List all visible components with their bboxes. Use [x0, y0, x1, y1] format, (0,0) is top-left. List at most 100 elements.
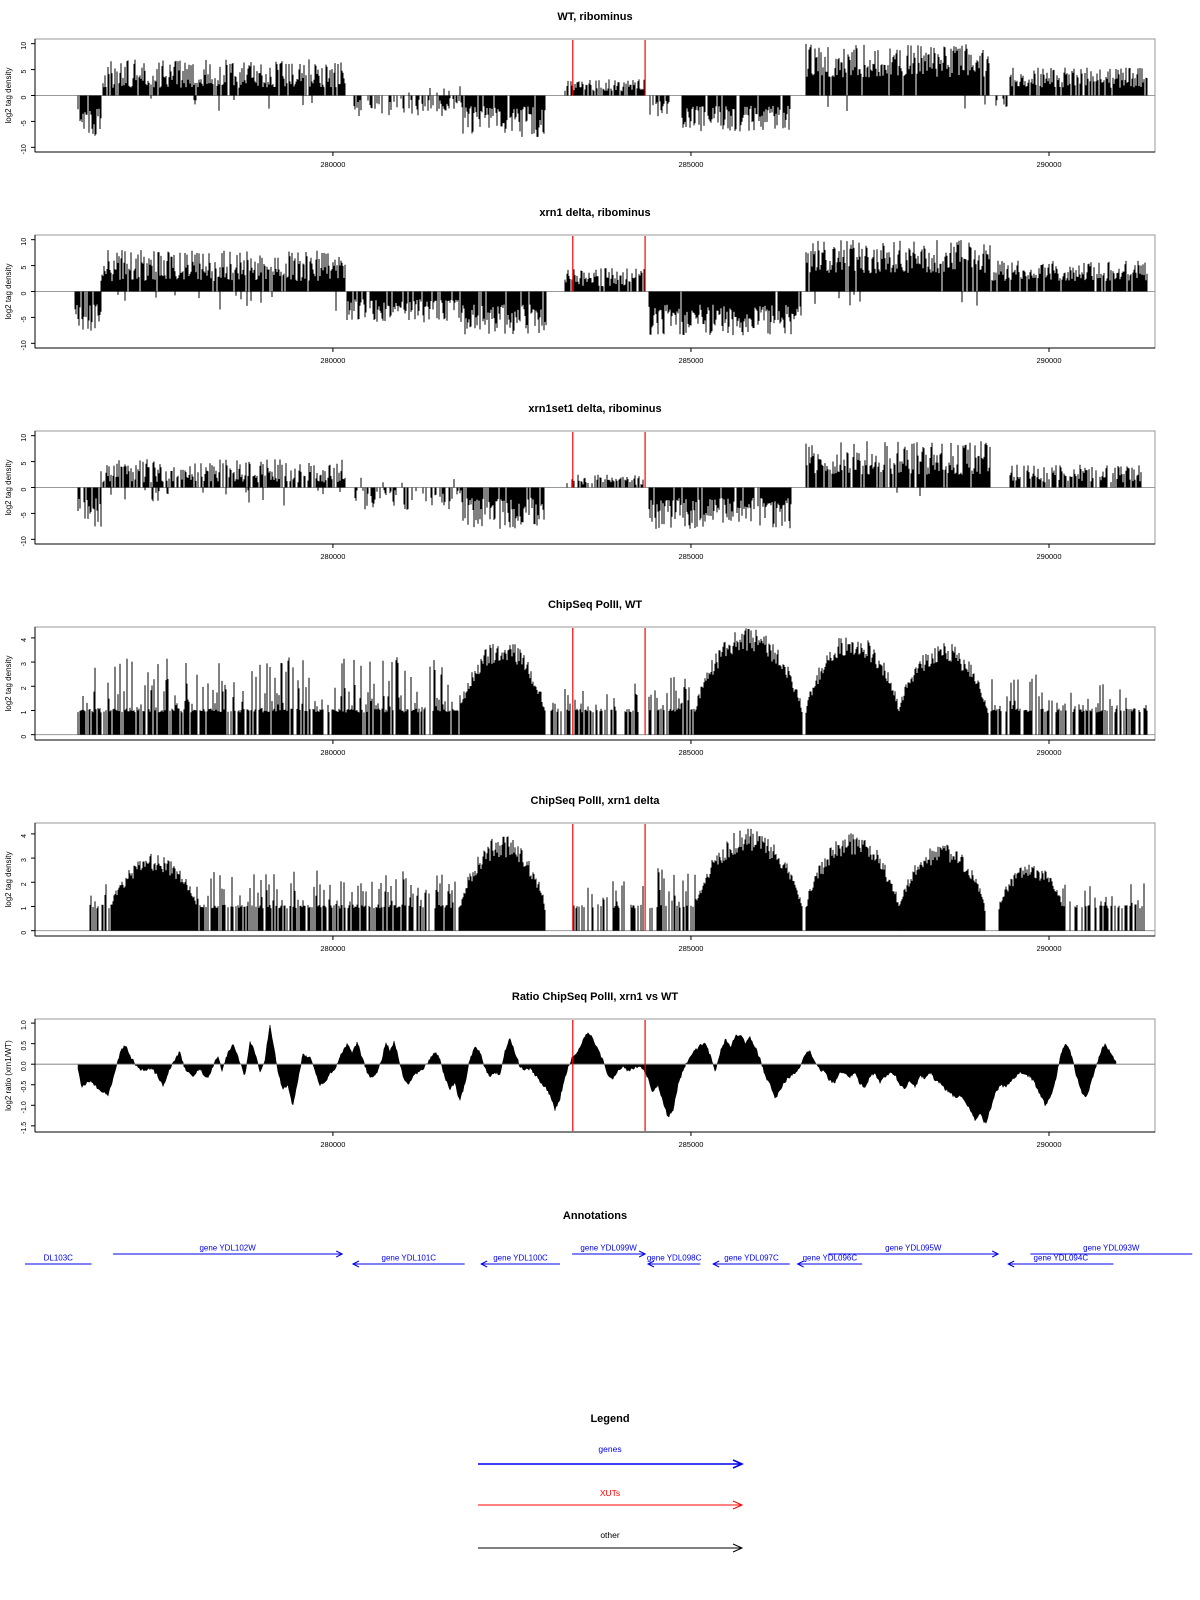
coverage-bars-region-1 — [100, 459, 346, 488]
x-tick-label: 285000 — [678, 944, 703, 953]
gene-label: gene YDL094C — [1034, 1254, 1089, 1263]
coverage-bars-region-3 — [459, 836, 546, 931]
y-tick-label: 0.0 — [21, 1061, 28, 1071]
arrowhead-right-icon — [732, 1543, 744, 1553]
coverage-bars-region-10 — [1009, 464, 1142, 488]
gene-label: gene YDL102W — [199, 1244, 256, 1253]
y-axis-title: log2 ratio (xrn1/WT) — [4, 1040, 13, 1111]
arrowhead-right-icon — [732, 1500, 744, 1510]
gene-annotation-gene-ydl095w: gene YDL095W — [828, 1244, 1000, 1258]
x-tick-label: 285000 — [678, 356, 703, 365]
gene-annotation-gene-ydl097c: gene YDL097C — [712, 1254, 790, 1268]
y-tick-label: 3 — [21, 858, 28, 862]
y-tick-label: -5 — [21, 512, 28, 518]
y-axis-title: log2 tag density — [4, 851, 13, 907]
coverage-bars-region-7 — [805, 833, 900, 931]
y-tick-label: 10 — [21, 238, 28, 246]
arrowhead-left-icon — [1007, 1260, 1015, 1268]
y-tick-label: 4 — [21, 834, 28, 838]
gene-annotation-gene-ydl093w: gene YDL093W — [1030, 1244, 1193, 1255]
gene-label: gene YDL098C — [647, 1254, 702, 1263]
panel-title: xrn1set1 delta, ribominus — [528, 403, 661, 415]
track-panel-5: 1.0 0.5 0.0 -0.5 -1.0 -1.5 280000 285000 290000 l… — [4, 991, 1156, 1149]
gene-annotation-gene-ydl101c: gene YDL101C — [351, 1254, 465, 1268]
y-tick-label: 0.5 — [21, 1041, 28, 1051]
x-tick-label: 280000 — [320, 1140, 345, 1149]
annotations-title: Annotations — [563, 1210, 627, 1222]
coverage-bars-region-1 — [459, 644, 546, 735]
coverage-bars-region-0 — [89, 884, 112, 931]
coverage-bars-region-9 — [998, 864, 1064, 931]
coverage-bars-region-3 — [346, 291, 463, 323]
coverage-bars-region-5 — [461, 95, 546, 137]
panel-title: Ratio ChipSeq PolII, xrn1 vs WT — [512, 991, 679, 1003]
x-tick-label: 280000 — [320, 748, 345, 757]
y-tick-label: 0 — [21, 291, 28, 295]
track-panel-2: -10 -5 0 5 10 280000 285000 290000 log2 tag dens… — [4, 403, 1156, 561]
coverage-bars-region-9 — [805, 43, 990, 96]
gene-label: gene YDL101C — [382, 1254, 437, 1263]
x-tick-label: 285000 — [678, 160, 703, 169]
gene-annotation-gene-ydl098c: gene YDL098C — [647, 1254, 702, 1268]
arrowhead-left-icon — [646, 1260, 655, 1268]
coverage-bars-region-8 — [681, 95, 791, 132]
panel-title: xrn1 delta, ribominus — [539, 207, 650, 219]
x-tick-label: 280000 — [320, 160, 345, 169]
arrowhead-left-icon — [796, 1260, 804, 1268]
coverage-bars-region-10 — [1062, 883, 1145, 931]
coverage-bars-region-0 — [77, 657, 461, 735]
y-tick-label: -5 — [21, 316, 28, 322]
y-tick-label: -10 — [21, 536, 28, 546]
legend-entry-genes: genes — [478, 1444, 744, 1469]
arrowhead-right-icon — [732, 1459, 744, 1469]
y-axis-title: log2 tag density — [4, 655, 13, 711]
y-tick-label: 1 — [21, 906, 28, 910]
y-tick-label: 0 — [21, 95, 28, 99]
y-tick-label: 1.0 — [21, 1020, 28, 1030]
coverage-bars-region-6 — [566, 474, 646, 488]
panel-title: ChipSeq PolII, xrn1 delta — [531, 795, 661, 807]
y-tick-label: 0 — [21, 487, 28, 491]
x-tick-label: 280000 — [320, 356, 345, 365]
gene-label: gene YDL096C — [803, 1254, 858, 1263]
coverage-bars-region-3 — [353, 95, 462, 116]
y-tick-label: 2 — [21, 882, 28, 886]
panel-title: ChipSeq PolII, WT — [548, 599, 642, 611]
coverage-bars-region-1 — [102, 59, 346, 96]
y-tick-label: 10 — [21, 42, 28, 50]
y-tick-label: -10 — [21, 340, 28, 350]
coverage-bars-region-9 — [1056, 684, 1148, 735]
coverage-bars-region-10 — [827, 95, 986, 111]
y-tick-label: -0.5 — [21, 1081, 28, 1093]
y-axis-title: log2 tag density — [4, 67, 13, 123]
y-axis-title: log2 tag density — [4, 263, 13, 319]
coverage-bars-region-6 — [805, 637, 900, 735]
coverage-bars-region-2 — [550, 689, 571, 735]
legend-entry-XUTs: XUTs — [478, 1488, 744, 1510]
legend-title: Legend — [590, 1413, 629, 1425]
x-tick-label: 290000 — [1036, 1140, 1061, 1149]
coverage-bars-region-0 — [77, 95, 102, 136]
coverage-bars-region-2 — [117, 291, 337, 311]
legend-entry-other: other — [478, 1530, 744, 1553]
arrowhead-left-icon — [712, 1260, 720, 1268]
arrowhead-right-icon — [991, 1250, 1000, 1258]
gene-label: gene YDL099W — [580, 1244, 637, 1253]
x-tick-label: 285000 — [678, 552, 703, 561]
arrowhead-left-icon — [351, 1260, 360, 1268]
ratio-area — [77, 1024, 1117, 1124]
coverage-bars-region-7 — [648, 487, 792, 529]
coverage-bars-region-3 — [354, 487, 463, 510]
coverage-bars-region-8 — [990, 674, 1057, 735]
coverage-bars-region-4 — [573, 881, 644, 931]
x-tick-label: 290000 — [1036, 748, 1061, 757]
coverage-bars-region-8 — [814, 291, 978, 306]
x-tick-label: 285000 — [678, 748, 703, 757]
coverage-bars-region-4 — [461, 291, 547, 335]
track-panel-0: -10 -5 0 5 10 280000 285000 290000 log2 tag dens… — [4, 11, 1156, 169]
track-panel-3: 0 1 2 3 4 280000 285000 290000 log2 tag density C… — [4, 599, 1156, 757]
track-panel-4: 0 1 2 3 4 280000 285000 290000 log2 tag density C… — [4, 795, 1156, 953]
gene-label: gene YDL097C — [724, 1254, 779, 1263]
coverage-bars-region-6 — [648, 291, 802, 336]
coverage-bars-region-12 — [1009, 67, 1148, 96]
